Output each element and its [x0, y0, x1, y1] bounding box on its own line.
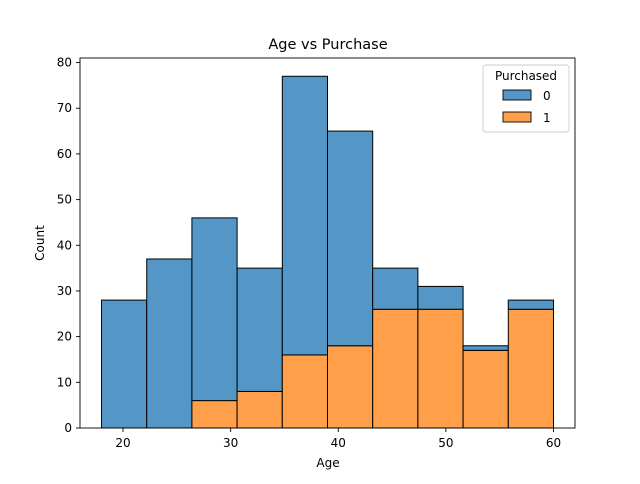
legend-title: Purchased — [495, 69, 557, 83]
bar-series-1-bin-6 — [372, 308, 419, 429]
legend-swatch-0 — [502, 89, 532, 101]
bar-series-1-bin-4 — [281, 354, 329, 429]
x-tick-label: 60 — [546, 436, 561, 450]
y-tick-label: 0 — [64, 421, 72, 435]
x-tick-label: 40 — [331, 436, 346, 450]
y-axis-ticks: 0 10 20 30 40 50 60 70 80 — [57, 56, 80, 435]
bar-series-0-bin-2 — [191, 217, 238, 402]
legend-swatch-1 — [502, 111, 532, 123]
y-tick-label: 80 — [57, 56, 72, 70]
bar-series-0-bin-6 — [372, 267, 419, 310]
y-tick-label: 10 — [57, 375, 72, 389]
bar-series-1-bin-2 — [191, 400, 238, 429]
bar-series-0-bin-7 — [417, 285, 464, 310]
bar-series-0-bin-9 — [507, 299, 554, 310]
legend: Purchased 0 1 — [482, 64, 570, 133]
y-tick-label: 70 — [57, 101, 72, 115]
bar-series-0-bin-4 — [281, 75, 329, 356]
legend-label-0: 0 — [543, 89, 551, 103]
y-tick-label: 30 — [57, 284, 72, 298]
y-tick-label: 40 — [57, 238, 72, 252]
y-axis-label: Count — [33, 225, 47, 261]
bar-series-1-bin-3 — [236, 390, 283, 429]
bars-group — [101, 75, 554, 429]
x-axis-ticks: 20 30 40 50 60 — [115, 428, 561, 450]
bar-series-0-bin-8 — [462, 345, 509, 351]
bar-series-1-bin-5 — [327, 345, 374, 429]
bar-series-0-bin-0 — [101, 299, 148, 429]
y-tick-label: 50 — [57, 193, 72, 207]
x-tick-label: 50 — [438, 436, 453, 450]
plot-frame — [79, 57, 576, 429]
bar-series-0-bin-1 — [146, 258, 193, 429]
chart-title: Age vs Purchase — [268, 37, 387, 53]
x-tick-label: 30 — [223, 436, 238, 450]
x-tick-label: 20 — [115, 436, 130, 450]
bar-series-1-bin-9 — [507, 308, 554, 429]
bar-series-1-bin-7 — [417, 308, 464, 429]
bar-series-0-bin-3 — [236, 267, 283, 392]
x-axis-label: Age — [316, 456, 339, 470]
legend-label-1: 1 — [543, 111, 551, 125]
y-tick-label: 60 — [57, 147, 72, 161]
bar-series-0-bin-5 — [327, 130, 374, 347]
bar-series-1-bin-8 — [462, 349, 509, 429]
y-tick-label: 20 — [57, 330, 72, 344]
